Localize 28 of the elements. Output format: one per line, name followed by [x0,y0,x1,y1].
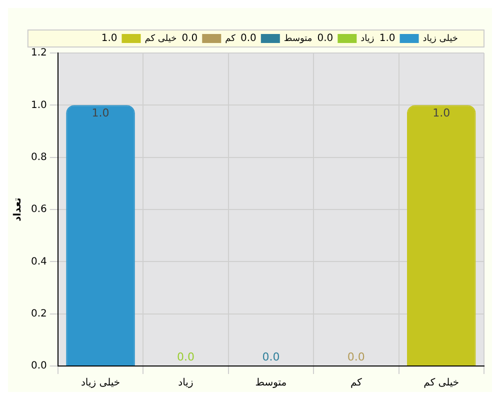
legend-label: خیلی کم [144,34,177,44]
text: 0.0 [182,33,198,44]
y-tick-label: 0.0 [30,360,47,372]
y-axis-title: تعداد [12,197,24,222]
y-tick-label: 0.6 [30,204,47,216]
y-tick-label: 0.8 [30,152,47,163]
y-tick-label: 1.0 [30,100,47,111]
legend-label: متوسط [284,34,312,44]
legend-label: خیلی زیاد [422,34,458,44]
x-tick-label: کم [350,378,362,389]
text: 1.0 [379,33,396,44]
data-label: 0.0 [176,350,194,364]
text: 0.0 [240,33,256,44]
x-tick-label: متوسط [255,378,287,389]
x-tick-label: زیاد [178,378,194,389]
y-tick-label: 0.4 [30,256,47,268]
legend-label: زیاد [360,34,374,44]
y-tick-label: 1.2 [30,48,47,59]
text: 0.0 [317,33,334,44]
y-tick-label: 0.2 [30,308,47,320]
x-tick-label: خیلی کم [424,378,460,389]
data-label: 0.0 [262,350,280,364]
data-label: 0.0 [347,350,365,364]
data-label: 1.0 [432,106,450,120]
data-label: 1.0 [92,106,110,120]
x-tick-label: خیلی زیاد [80,378,120,389]
text: 1.0 [101,33,118,44]
legend-label: کم [225,34,236,44]
